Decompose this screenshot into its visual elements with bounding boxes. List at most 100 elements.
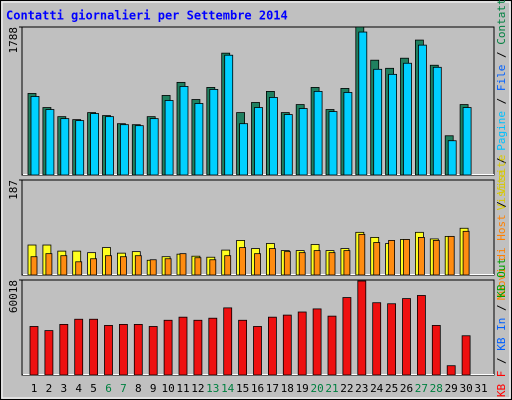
bar [254,107,263,176]
bar [164,258,172,276]
bar [238,319,248,376]
bar [447,235,455,276]
x-tick-label: 23 [355,382,368,395]
y-tick-label: 187 [7,180,20,200]
bar [432,66,442,176]
bar [313,250,321,276]
bar [327,315,337,376]
bar [59,323,69,376]
x-tick-label: 2 [46,382,53,395]
bar [283,251,291,276]
bar [373,242,381,276]
legend-entry: KB Out [495,258,508,298]
x-tick-label: 14 [221,382,235,395]
x-tick-label: 12 [191,382,204,395]
bar [373,68,383,176]
bar [104,325,113,376]
bar [446,365,456,376]
bar [105,255,112,276]
bar [372,302,382,376]
bar [119,323,128,376]
bar [343,92,353,176]
x-tick-label: 31 [474,382,487,395]
x-tick-label: 20 [310,382,323,395]
legend-entry: Pagine [495,111,508,151]
bar [239,247,247,276]
legend-separator: / [495,298,508,318]
legend: KB F / KB In / KB Out [495,258,508,397]
bar [328,252,336,276]
bar [194,103,204,176]
y-tick-label: 1788 [7,27,20,54]
legend-entry: Visite [495,155,508,195]
y-tick-label: 60018 [7,280,20,313]
x-tick-label: 5 [90,382,97,395]
bar [30,96,40,176]
bar [194,257,202,276]
bar [105,116,114,176]
bar [209,89,219,176]
x-tick-label: 21 [325,382,338,395]
bar [224,54,234,176]
bar [313,90,323,176]
x-tick-label: 24 [370,382,384,395]
x-tick-label: 7 [120,382,127,395]
legend-entry: Nuovi di Host [495,214,508,300]
bar [134,255,142,276]
x-tick-label: 25 [385,382,398,395]
bar [358,31,368,176]
bar [268,97,278,176]
bar [254,253,261,276]
bar [417,44,427,176]
bar [298,108,308,176]
bar [298,252,306,276]
bar [179,86,189,176]
x-tick-label: 26 [400,382,413,395]
bar [120,256,127,276]
x-tick-label: 9 [150,382,157,395]
bar [30,256,38,276]
x-tick-label: 19 [296,382,309,395]
bar [402,298,411,376]
x-tick-label: 3 [60,382,67,395]
bar [148,326,158,376]
bar [179,253,187,276]
bar [60,255,68,276]
bar [462,230,470,276]
x-tick-label: 4 [75,382,82,395]
bar [149,118,159,176]
bar [431,325,441,376]
bar [253,326,262,376]
x-tick-label: 8 [135,382,142,395]
bar [358,233,366,276]
legend-separator: / [495,351,508,371]
legend-entry: KB F [495,371,508,398]
bar [45,253,53,276]
bar [75,261,83,276]
legend-separator: / [495,45,508,65]
legend-entry: Contatti [495,0,508,45]
x-tick-label: 27 [415,382,428,395]
bar [223,307,233,376]
bar [75,120,85,176]
bar [208,317,218,376]
x-tick-label: 11 [176,382,189,395]
legend-entry: KB In [495,318,508,351]
bar [432,240,440,276]
bar [163,319,173,376]
x-tick-label: 13 [206,382,219,395]
bar [120,124,129,176]
legend-entry: File [495,65,508,92]
bar [268,248,276,276]
bar [387,303,397,376]
bar [178,316,188,376]
x-tick-label: 1 [31,382,38,395]
legend-entry: Visite [495,171,508,211]
x-tick-label: 16 [251,382,264,395]
x-tick-label: 30 [459,382,472,395]
legend-separator: / [495,151,508,171]
bar [45,109,55,176]
bar [462,107,472,176]
bar [224,255,232,276]
